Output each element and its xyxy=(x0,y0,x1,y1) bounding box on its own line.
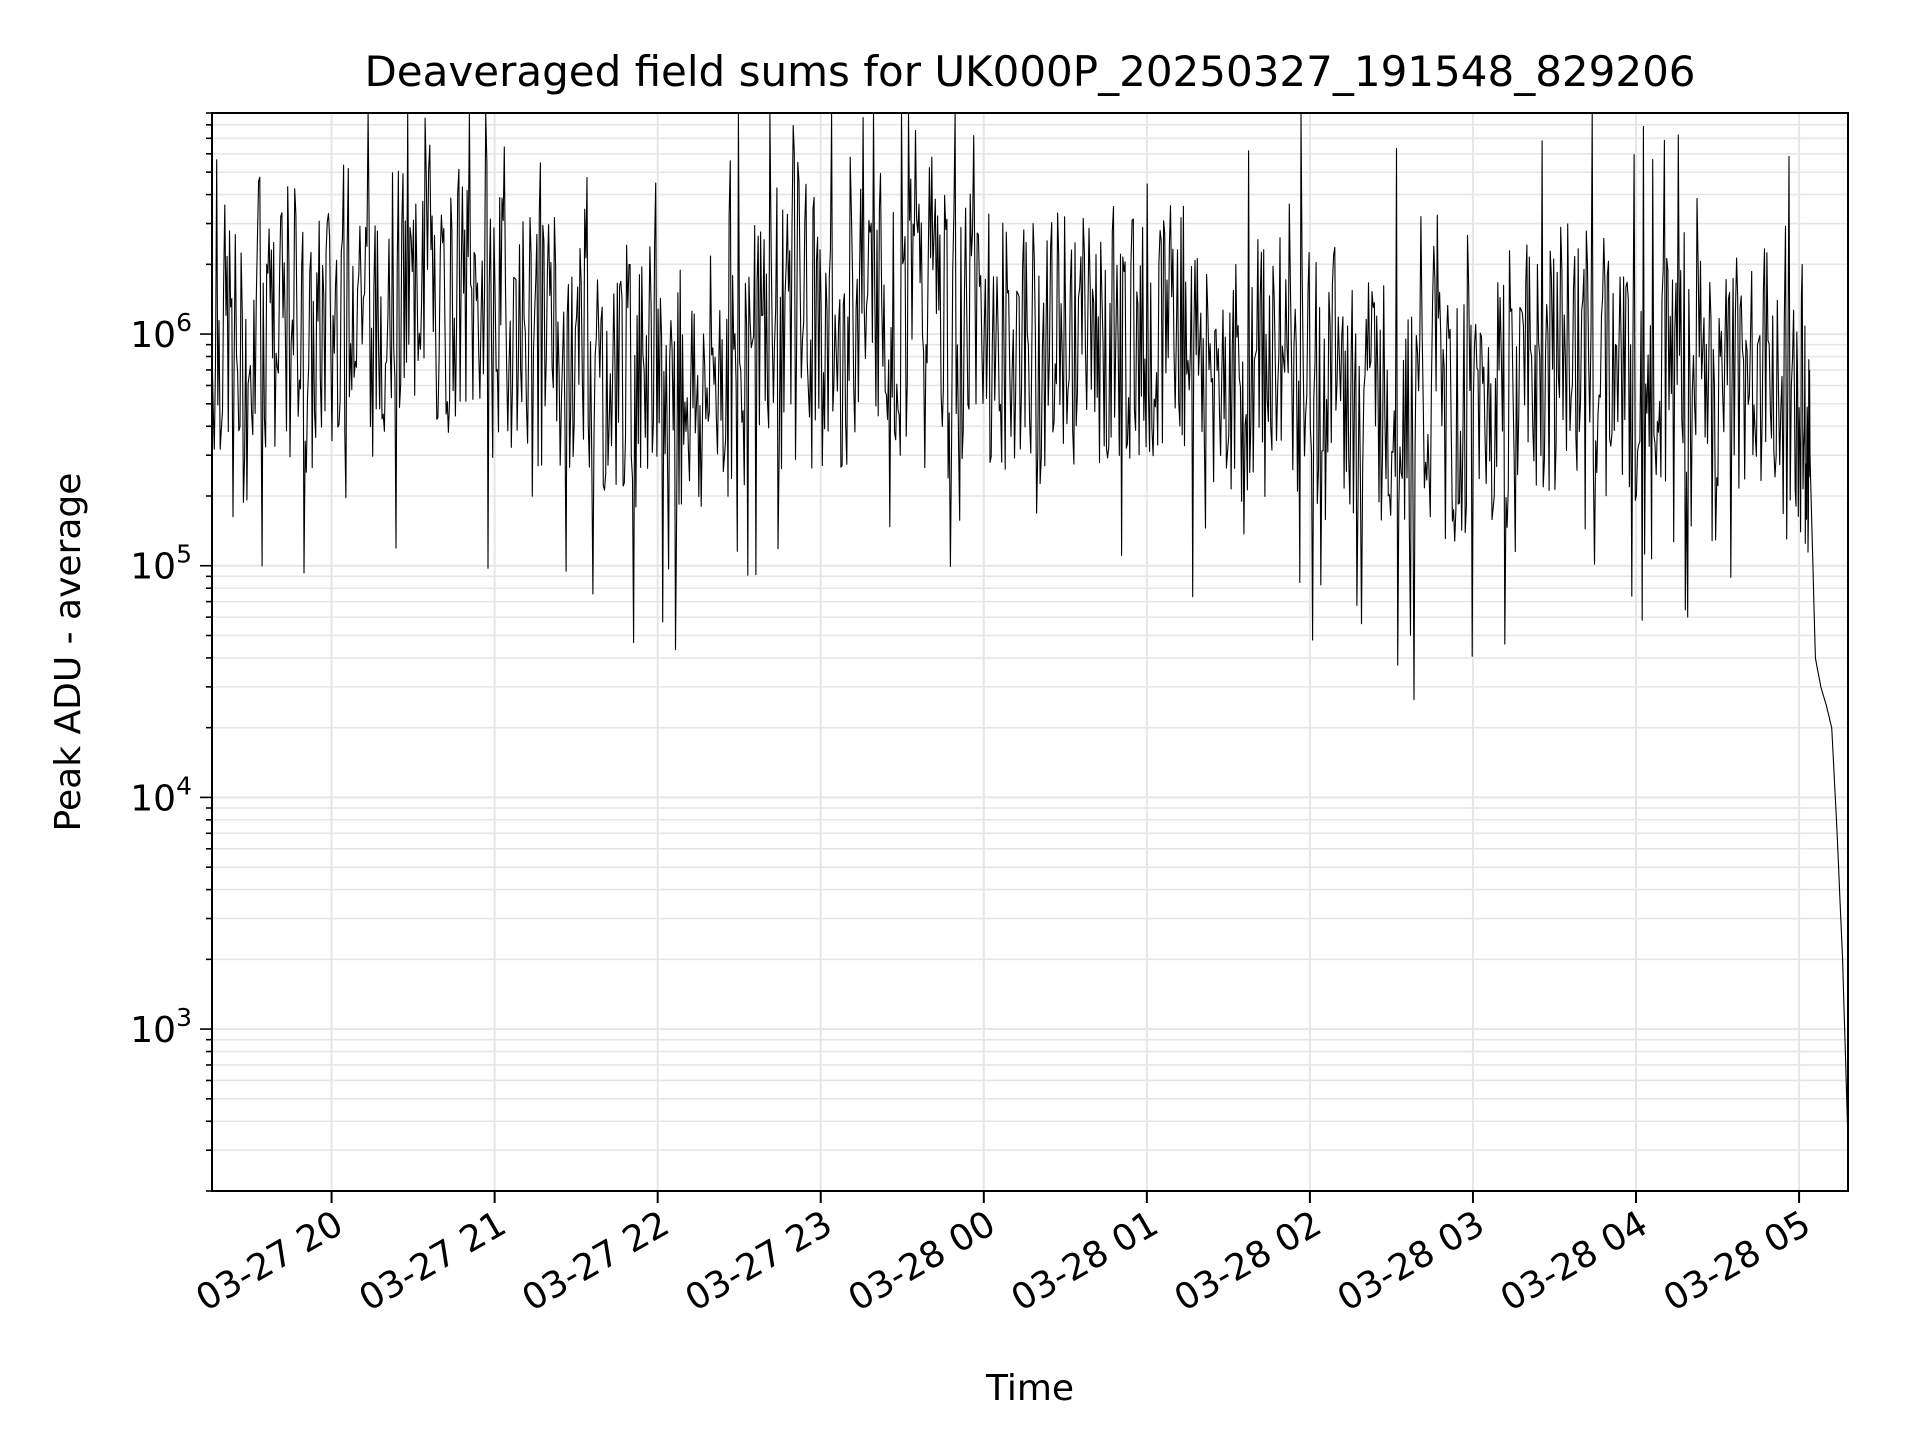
x-axis-label: Time xyxy=(985,1368,1074,1409)
data-series-line xyxy=(211,112,1849,1141)
y-tick-label: 106 xyxy=(130,308,192,356)
plot-area xyxy=(211,112,1849,1141)
chart-title: Deaveraged field sums for UK000P_2025032… xyxy=(364,47,1695,96)
y-axis-ticks: 103 104 105 106 xyxy=(130,112,212,1192)
y-tick-label: 103 xyxy=(130,1003,192,1051)
axes-frame xyxy=(211,112,1849,1192)
y-tick-label: 104 xyxy=(130,771,192,819)
y-axis-label: Peak ADU - average xyxy=(48,473,89,832)
y-tick-label: 105 xyxy=(130,540,192,588)
